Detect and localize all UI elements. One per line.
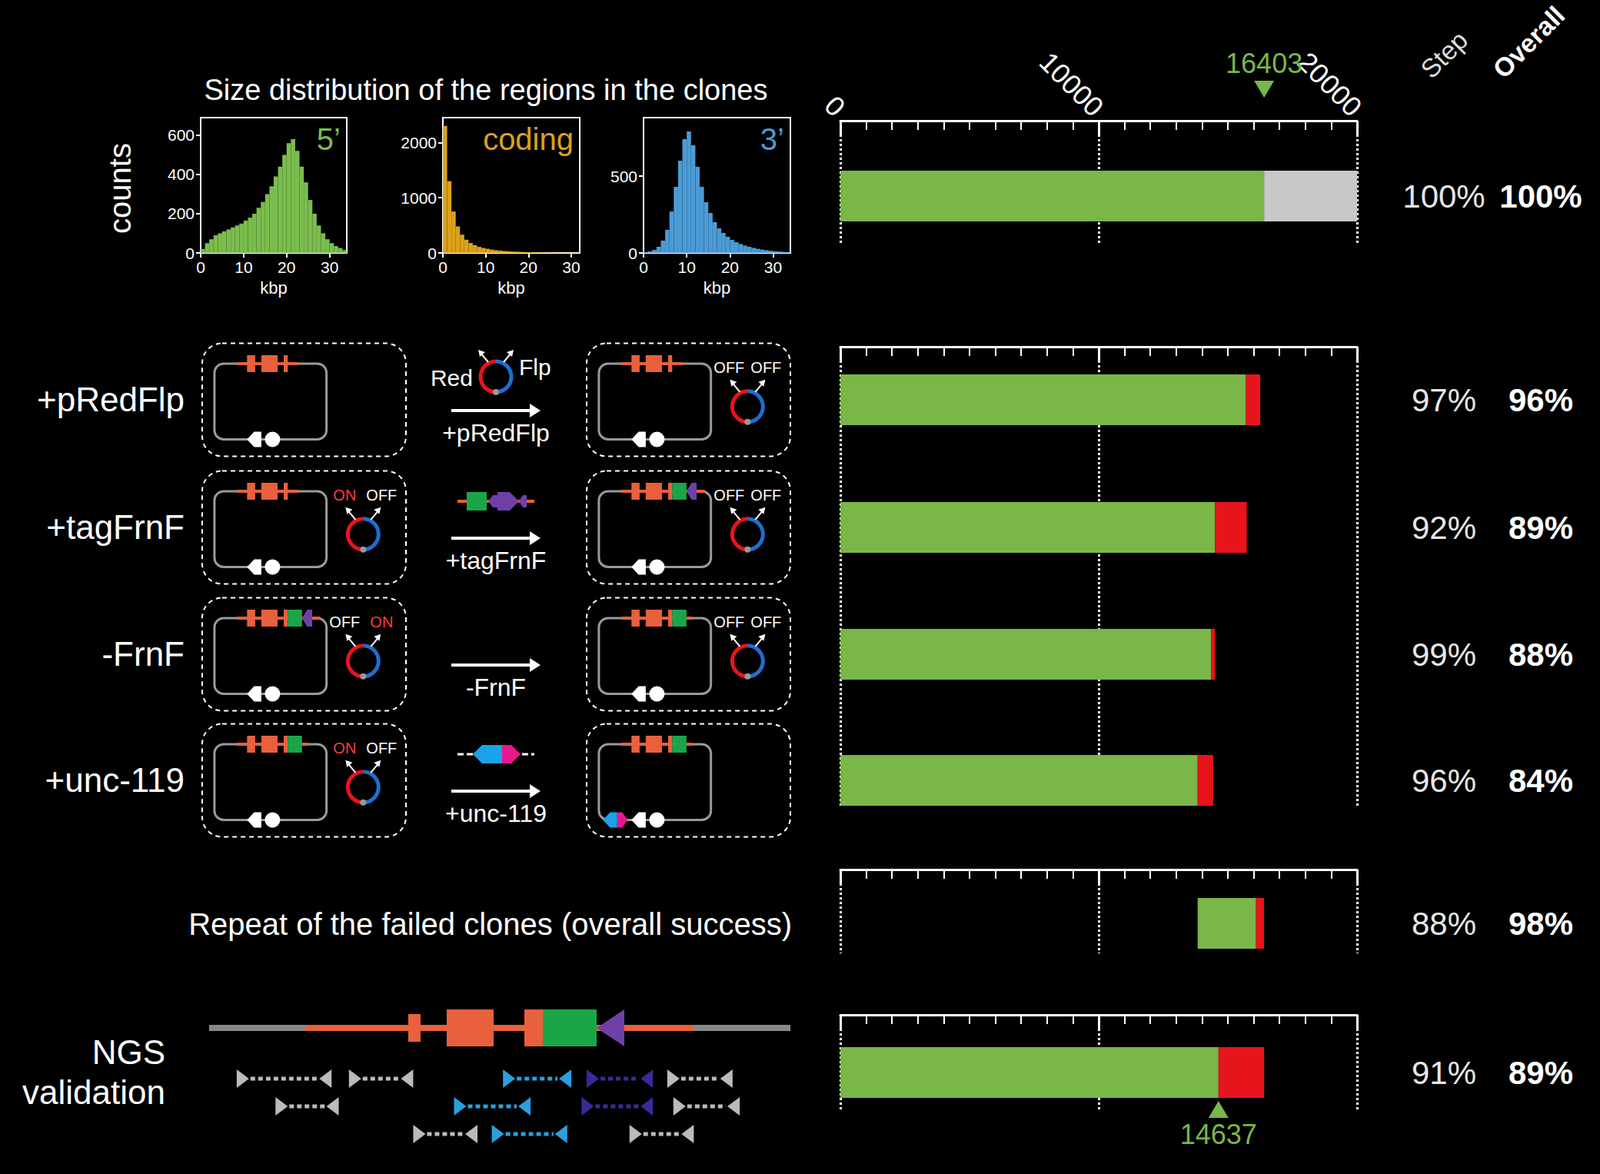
svg-text:3’: 3’	[760, 122, 785, 157]
svg-text:OFF: OFF	[713, 486, 745, 504]
svg-text:30: 30	[562, 258, 580, 277]
svg-text:100%: 100%	[1402, 178, 1485, 215]
svg-text:20000: 20000	[1291, 46, 1369, 124]
svg-text:OFF: OFF	[329, 613, 360, 631]
svg-text:200: 200	[167, 204, 195, 223]
svg-text:OFF: OFF	[713, 613, 745, 631]
svg-text:OFF: OFF	[365, 486, 397, 504]
svg-text:OFF: OFF	[750, 486, 782, 504]
svg-text:0: 0	[185, 244, 195, 263]
svg-text:10: 10	[476, 258, 495, 277]
svg-text:20: 20	[277, 258, 296, 277]
svg-text:10000: 10000	[1033, 46, 1111, 124]
svg-text:kbp: kbp	[259, 278, 287, 298]
svg-text:Overall: Overall	[1486, 0, 1571, 84]
svg-text:-FrnF: -FrnF	[465, 673, 526, 702]
svg-text:2000: 2000	[400, 133, 437, 152]
svg-text:0: 0	[628, 244, 638, 263]
svg-text:NGS: NGS	[92, 1033, 166, 1072]
svg-text:30: 30	[764, 258, 782, 277]
svg-text:96%: 96%	[1508, 382, 1574, 419]
svg-text:+tagFrnF: +tagFrnF	[46, 508, 185, 546]
svg-text:88%: 88%	[1508, 636, 1574, 673]
svg-text:16403: 16403	[1225, 47, 1303, 80]
svg-text:92%: 92%	[1411, 509, 1477, 546]
svg-text:kbp: kbp	[497, 278, 525, 298]
svg-text:89%: 89%	[1508, 1054, 1574, 1092]
svg-text:Red: Red	[430, 365, 473, 391]
svg-text:counts: counts	[103, 143, 137, 234]
svg-text:600: 600	[167, 126, 195, 144]
svg-text:ON: ON	[332, 486, 356, 504]
svg-text:Flp: Flp	[518, 354, 552, 380]
svg-text:91%: 91%	[1411, 1054, 1477, 1092]
svg-text:400: 400	[167, 165, 195, 183]
svg-text:1000: 1000	[400, 189, 437, 207]
svg-text:kbp: kbp	[703, 278, 731, 298]
svg-text:OFF: OFF	[713, 359, 745, 376]
svg-text:14637: 14637	[1180, 1118, 1258, 1151]
svg-text:89%: 89%	[1508, 509, 1574, 546]
svg-text:10: 10	[677, 258, 696, 277]
svg-text:0: 0	[427, 244, 437, 263]
svg-text:30: 30	[320, 258, 339, 277]
svg-text:Size distribution of the regio: Size distribution of the regions in the …	[204, 73, 769, 107]
svg-text:coding: coding	[482, 122, 574, 157]
svg-text:98%: 98%	[1508, 905, 1574, 942]
svg-text:10: 10	[234, 258, 253, 277]
svg-text:-FrnF: -FrnF	[101, 635, 185, 673]
svg-text:+pRedFlp: +pRedFlp	[442, 419, 550, 447]
svg-text:ON: ON	[332, 739, 356, 757]
svg-text:+tagFrnF: +tagFrnF	[445, 546, 547, 575]
svg-text:5’: 5’	[316, 122, 341, 157]
svg-text:Step: Step	[1414, 25, 1474, 84]
svg-text:20: 20	[519, 258, 538, 277]
svg-text:+pRedFlp: +pRedFlp	[36, 380, 185, 419]
svg-text:97%: 97%	[1411, 382, 1477, 419]
svg-text:+unc-119: +unc-119	[445, 799, 547, 828]
svg-text:99%: 99%	[1411, 636, 1477, 673]
svg-text:OFF: OFF	[750, 359, 782, 376]
svg-text:84%: 84%	[1508, 762, 1574, 799]
svg-text:88%: 88%	[1411, 905, 1477, 942]
svg-text:100%: 100%	[1499, 178, 1582, 215]
svg-text:20: 20	[721, 258, 739, 277]
svg-text:96%: 96%	[1411, 762, 1477, 799]
svg-text:ON: ON	[369, 613, 393, 631]
svg-text:validation: validation	[22, 1073, 166, 1112]
svg-text:Repeat of the failed clones (o: Repeat of the failed clones (overall suc…	[188, 907, 792, 942]
svg-text:0: 0	[196, 258, 206, 277]
svg-text:0: 0	[438, 258, 448, 277]
svg-text:0: 0	[638, 258, 649, 277]
svg-text:0: 0	[818, 89, 852, 123]
svg-text:OFF: OFF	[750, 613, 782, 631]
svg-text:OFF: OFF	[365, 739, 397, 757]
svg-text:500: 500	[610, 167, 638, 186]
svg-text:+unc-119: +unc-119	[45, 761, 185, 799]
